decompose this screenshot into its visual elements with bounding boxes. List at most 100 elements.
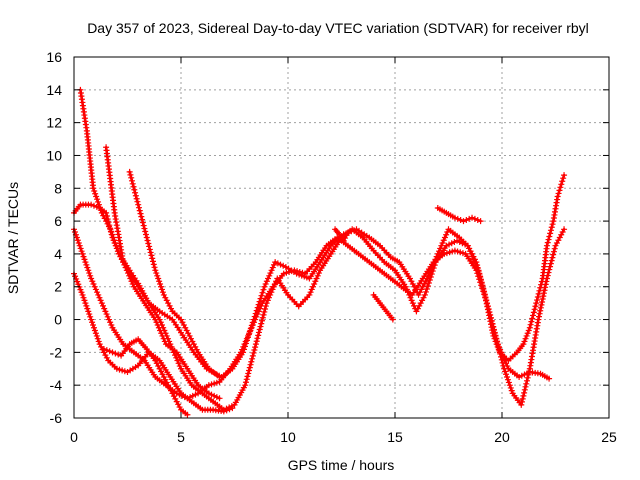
data-point (205, 382, 212, 389)
data-point (103, 347, 110, 354)
data-point (526, 324, 533, 331)
data-point (548, 224, 555, 231)
data-point (126, 168, 133, 175)
data-point (449, 248, 456, 255)
data-point (457, 249, 464, 256)
data-point (112, 350, 119, 357)
data-point (104, 216, 111, 223)
data-point (270, 261, 277, 268)
data-point (83, 261, 90, 268)
data-point (220, 408, 227, 415)
data-point (132, 192, 139, 199)
data-point (259, 289, 266, 296)
data-point (108, 322, 115, 329)
data-point (424, 282, 431, 289)
data-point (464, 242, 471, 249)
data-point (216, 395, 223, 402)
series-track-9 (370, 291, 396, 323)
data-point (158, 283, 165, 290)
data-point (535, 316, 542, 323)
data-point (253, 338, 260, 345)
data-point (122, 264, 129, 271)
data-point (247, 361, 254, 368)
data-point (469, 214, 476, 221)
data-point (482, 294, 489, 301)
data-point (457, 216, 464, 223)
data-point (89, 278, 96, 285)
data-point (261, 283, 268, 290)
y-tick-label: 2 (54, 279, 62, 295)
data-point (259, 314, 266, 321)
data-point (151, 264, 158, 271)
data-point (491, 329, 498, 336)
data-point (547, 227, 554, 234)
data-point (128, 177, 135, 184)
data-point (389, 316, 396, 323)
data-point (441, 234, 448, 241)
data-point (120, 259, 127, 266)
data-point (81, 297, 88, 304)
data-point (254, 311, 261, 318)
data-point (158, 330, 165, 337)
data-point (497, 346, 504, 353)
data-point (256, 326, 263, 333)
data-point (147, 249, 154, 256)
data-point (446, 249, 453, 256)
data-point (483, 297, 490, 304)
data-point (527, 321, 534, 328)
data-point (103, 209, 110, 216)
data-point (521, 338, 528, 345)
data-point (137, 210, 144, 217)
x-tick-label: 15 (387, 429, 403, 445)
series-line (72, 227, 551, 400)
data-point (79, 291, 86, 298)
data-point (229, 405, 236, 412)
data-point (256, 305, 263, 312)
data-point (263, 278, 270, 285)
data-point (259, 317, 266, 324)
data-point (240, 343, 247, 350)
data-point (92, 286, 99, 293)
data-point (148, 252, 155, 259)
data-point (255, 332, 262, 339)
data-point (550, 248, 557, 255)
data-point (90, 280, 97, 287)
data-point (189, 392, 196, 399)
data-point (80, 294, 87, 301)
data-point (105, 316, 112, 323)
data-point (128, 174, 135, 181)
data-point (88, 275, 95, 282)
data-point (537, 304, 544, 311)
data-point (548, 257, 555, 264)
data-point (134, 198, 141, 205)
data-point (216, 373, 223, 380)
data-point (443, 242, 450, 249)
data-point (474, 270, 481, 277)
data-point (539, 296, 546, 303)
data-point (160, 335, 167, 342)
data-point (499, 352, 506, 359)
data-point (288, 268, 295, 275)
data-point (149, 255, 156, 262)
data-point (111, 239, 118, 246)
data-point (444, 229, 451, 236)
data-point (312, 278, 319, 285)
data-point (159, 332, 166, 339)
data-point (280, 262, 287, 269)
data-point (518, 401, 525, 408)
data-point (132, 189, 139, 196)
x-tick-label: 5 (177, 429, 185, 445)
data-point (534, 293, 541, 300)
data-point (81, 256, 88, 263)
data-point (113, 365, 120, 372)
data-point (78, 289, 85, 296)
data-point (502, 368, 509, 375)
data-point (299, 269, 306, 276)
data-point (544, 239, 551, 246)
data-point (542, 284, 549, 291)
series-track-7 (126, 168, 223, 380)
data-point (522, 383, 529, 390)
data-point (546, 266, 553, 273)
data-point (84, 264, 91, 271)
data-point (242, 382, 249, 389)
